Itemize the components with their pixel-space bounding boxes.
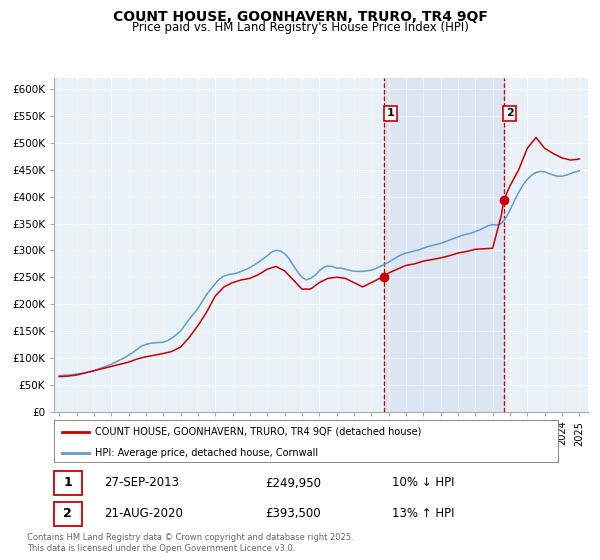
Text: 2: 2 (64, 507, 72, 520)
Text: Contains HM Land Registry data © Crown copyright and database right 2025.
This d: Contains HM Land Registry data © Crown c… (27, 533, 353, 553)
Text: 2: 2 (506, 108, 514, 118)
Text: Price paid vs. HM Land Registry's House Price Index (HPI): Price paid vs. HM Land Registry's House … (131, 21, 469, 34)
Text: COUNT HOUSE, GOONHAVERN, TRURO, TR4 9QF: COUNT HOUSE, GOONHAVERN, TRURO, TR4 9QF (113, 10, 487, 24)
Text: HPI: Average price, detached house, Cornwall: HPI: Average price, detached house, Corn… (95, 448, 319, 458)
Text: 13% ↑ HPI: 13% ↑ HPI (392, 507, 454, 520)
Text: 1: 1 (64, 477, 72, 489)
Text: 21-AUG-2020: 21-AUG-2020 (104, 507, 183, 520)
Text: 27-SEP-2013: 27-SEP-2013 (104, 477, 179, 489)
Text: £249,950: £249,950 (266, 477, 322, 489)
FancyBboxPatch shape (54, 472, 82, 494)
FancyBboxPatch shape (54, 502, 82, 525)
Text: £393,500: £393,500 (266, 507, 322, 520)
Bar (384, 78, 504, 412)
Text: 10% ↓ HPI: 10% ↓ HPI (392, 477, 454, 489)
Text: 1: 1 (386, 108, 394, 118)
Text: COUNT HOUSE, GOONHAVERN, TRURO, TR4 9QF (detached house): COUNT HOUSE, GOONHAVERN, TRURO, TR4 9QF … (95, 427, 422, 437)
